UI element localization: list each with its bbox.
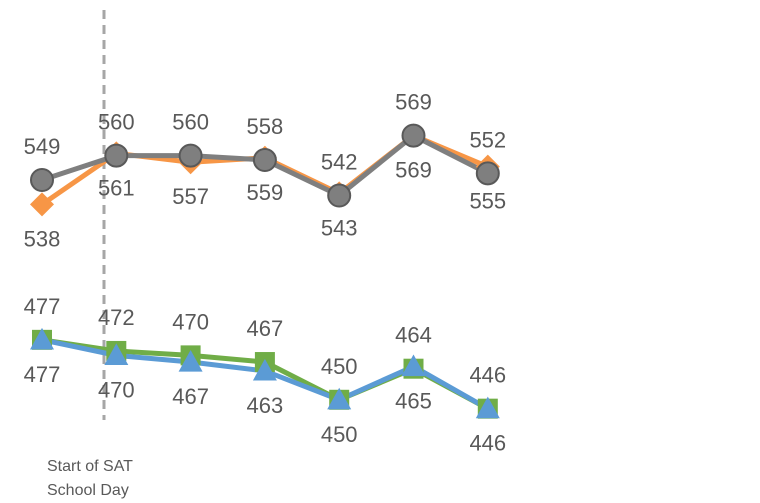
point-triangle-5	[401, 354, 426, 377]
data-label-square-5: 464	[395, 323, 432, 348]
data-label-diamond-3: 559	[247, 180, 284, 205]
point-circle-4	[327, 183, 352, 208]
point-triangle-3	[252, 358, 277, 381]
point-circle-5	[401, 123, 426, 148]
point-triangle-0	[30, 327, 54, 350]
data-label-square-3: 467	[247, 316, 284, 341]
data-label-square-4: 450	[321, 354, 358, 379]
data-label-circle-4: 542	[321, 150, 358, 175]
data-label-diamond-4: 543	[321, 215, 358, 240]
data-label-circle-5: 569	[395, 90, 432, 115]
data-label-diamond-2: 557	[172, 184, 209, 209]
data-label-square-1: 472	[98, 305, 135, 330]
series-layer	[30, 123, 500, 419]
data-label-square-6: 446	[469, 363, 506, 388]
data-label-triangle-4: 450	[321, 422, 358, 447]
point-diamond-0	[30, 192, 54, 217]
sat-annotation-line-1: Start of SAT	[47, 458, 133, 475]
sat-annotation-line-2: School Day	[47, 482, 129, 499]
data-label-diamond-1: 561	[98, 175, 135, 200]
data-label-circle-0: 549	[24, 134, 61, 159]
data-label-layer: 538 561 557 559 543 569 555 549 560 560 558 542 569 5…	[24, 90, 507, 456]
point-circle-3	[252, 148, 277, 173]
point-circle-0	[30, 168, 54, 192]
data-label-diamond-0: 538	[24, 226, 61, 251]
point-circle-2	[178, 143, 203, 168]
data-label-circle-1: 560	[98, 110, 135, 135]
point-triangle-4	[327, 387, 352, 410]
point-triangle-2	[178, 350, 203, 372]
data-label-circle-6: 552	[469, 127, 506, 152]
data-label-circle-2: 560	[172, 110, 209, 135]
markers-triangle	[30, 327, 500, 419]
data-label-diamond-6: 555	[469, 189, 506, 214]
point-circle-6	[475, 161, 500, 186]
data-label-triangle-2: 467	[172, 384, 209, 409]
point-triangle-1	[104, 343, 129, 365]
data-label-triangle-5: 465	[395, 388, 432, 413]
data-label-triangle-0: 477	[24, 362, 61, 387]
markers-circle	[30, 123, 500, 208]
data-label-diamond-5: 569	[395, 158, 432, 183]
point-triangle-6	[475, 396, 500, 419]
data-label-circle-3: 558	[247, 114, 284, 139]
point-circle-1	[104, 143, 129, 168]
data-label-square-0: 477	[24, 294, 61, 319]
data-label-triangle-1: 470	[98, 377, 135, 402]
data-label-square-2: 470	[172, 309, 209, 334]
data-label-triangle-3: 463	[247, 393, 284, 418]
data-label-triangle-6: 446	[469, 431, 506, 456]
